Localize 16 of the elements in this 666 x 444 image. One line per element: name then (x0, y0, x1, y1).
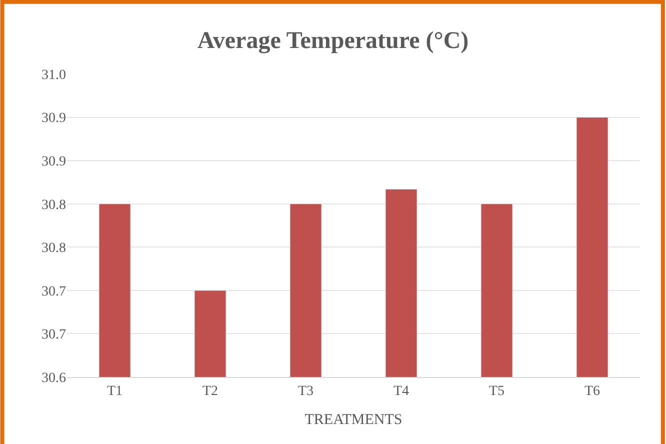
y-tick-label: 30.9 (42, 154, 66, 170)
chart-title: Average Temperature (°C) (197, 28, 469, 54)
x-tick-label: T1 (106, 384, 123, 399)
x-axis-title: TREATMENTS (304, 412, 402, 428)
y-tick-label: 30.8 (42, 241, 66, 256)
y-tick-label: 30.7 (42, 328, 66, 343)
y-tick-label: 30.9 (42, 111, 66, 126)
y-tick-label: 30.7 (42, 284, 66, 300)
x-tick-label: T6 (584, 384, 600, 399)
x-tick-label: T5 (488, 384, 505, 399)
x-tick-label: T3 (298, 384, 314, 399)
x-tick-label: T2 (202, 384, 218, 399)
y-tick-label: 30.8 (42, 198, 66, 213)
y-tick-label: 31.0 (42, 68, 66, 83)
x-tick-label: T4 (393, 384, 410, 399)
y-tick-label: 30.6 (42, 370, 66, 386)
